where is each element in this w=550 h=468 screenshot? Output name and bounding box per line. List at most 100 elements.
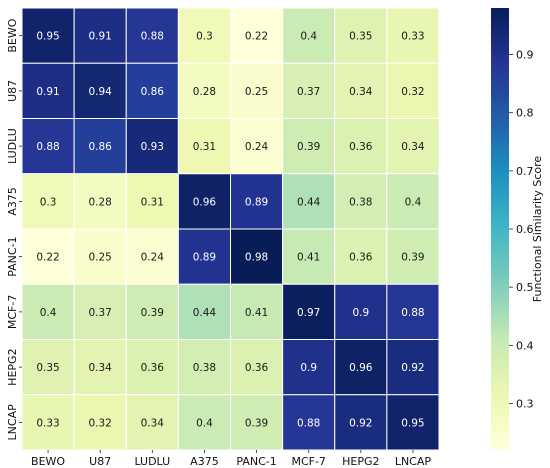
heatmap-cell-value: 0.25 (245, 86, 268, 98)
colorbar-tick-label: 0.6 (516, 223, 534, 236)
colorbar-tick-label: 0.3 (516, 397, 534, 410)
heatmap-cell (282, 62, 336, 119)
heatmap-cell (334, 339, 388, 396)
heatmap-cell (334, 228, 388, 285)
heatmap-cell-value: 0.4 (405, 196, 422, 208)
heatmap-cell-value: 0.34 (88, 362, 112, 374)
heatmap-cell-value: 0.91 (88, 31, 111, 43)
heatmap-cell-value: 0.38 (193, 362, 216, 374)
heatmap-cell (73, 118, 127, 175)
heatmap-cell-value: 0.39 (245, 417, 268, 429)
x-tick-label: MCF-7 (291, 455, 325, 468)
heatmap-cell-value: 0.96 (193, 196, 217, 208)
heatmap-cell-value: 0.3 (40, 196, 57, 208)
x-tick-label: U87 (89, 455, 111, 468)
heatmap-cell-value: 0.37 (297, 86, 320, 98)
heatmap-cell-value: 0.86 (141, 86, 165, 98)
heatmap-cell-value: 0.41 (297, 252, 320, 264)
heatmap-cell-value: 0.93 (141, 141, 164, 153)
heatmap-cell-value: 0.22 (245, 31, 268, 43)
x-tick-label: LNCAP (395, 455, 432, 468)
heatmap-cell (282, 283, 336, 340)
colorbar-tick-label: 0.7 (516, 165, 534, 178)
heatmap-cell (21, 173, 75, 230)
heatmap-cell (230, 228, 284, 285)
heatmap-cell (282, 339, 336, 396)
heatmap-cell-value: 0.24 (141, 252, 165, 264)
heatmap-cell (73, 283, 127, 340)
heatmap-cell (125, 7, 179, 64)
heatmap-cell-value: 0.35 (349, 31, 372, 43)
heatmap-cell (230, 118, 284, 175)
heatmap-cell-value: 0.32 (401, 86, 424, 98)
heatmap-cell (73, 62, 127, 119)
heatmap-cell (177, 118, 231, 175)
heatmap-cell-value: 0.35 (36, 362, 59, 374)
heatmap-cell-value: 0.36 (141, 362, 165, 374)
heatmap-cell-value: 0.88 (297, 417, 320, 429)
x-tick-label: PANC-1 (236, 455, 276, 468)
x-tick-label: LUDLU (134, 455, 170, 468)
heatmap-cell-value: 0.88 (141, 31, 164, 43)
heatmap-cell-value: 0.89 (193, 252, 216, 264)
y-tick-label: BEWO (6, 18, 19, 52)
heatmap-cell-value: 0.34 (401, 141, 425, 153)
colorbar-tick-label: 0.5 (516, 281, 534, 294)
heatmap-cell-value: 0.98 (245, 252, 268, 264)
x-tick-label: BEWO (31, 455, 65, 468)
heatmap-cell-value: 0.3 (196, 31, 213, 43)
y-tick-label: MCF-7 (6, 295, 19, 329)
heatmap-cell-value: 0.92 (401, 362, 424, 374)
heatmap-cell (230, 394, 284, 451)
heatmap-cell (386, 7, 440, 64)
heatmap-cell-value: 0.97 (297, 307, 320, 319)
heatmap-cell-value: 0.9 (300, 362, 317, 374)
heatmap-cell (177, 173, 231, 230)
heatmap-cell (386, 283, 440, 340)
heatmap-cell (21, 7, 75, 64)
heatmap-cell (177, 62, 231, 119)
heatmap-cell-value: 0.36 (245, 362, 269, 374)
heatmap-cell-value: 0.36 (349, 141, 373, 153)
heatmap-cell-value: 0.9 (352, 307, 369, 319)
heatmap-cell-value: 0.32 (88, 417, 111, 429)
heatmap-cell (282, 118, 336, 175)
heatmap-cell-value: 0.86 (88, 141, 112, 153)
heatmap-cell-value: 0.91 (36, 86, 59, 98)
heatmap-cell-value: 0.33 (401, 31, 424, 43)
heatmap-cell-value: 0.31 (193, 141, 216, 153)
heatmap-cell-value: 0.92 (349, 417, 372, 429)
heatmap-cell-value: 0.22 (36, 252, 59, 264)
y-axis-ticks: BEWO U87 LUDLU A375 PANC-1 MCF-7 HEPG2 LNCAP (6, 18, 22, 440)
heatmap-cell-value: 0.94 (88, 86, 112, 98)
heatmap-cells (21, 7, 440, 451)
heatmap-cell-values: 0.95 0.91 0.88 0.3 0.22 0.4 0.35 0.33 0.91 0.94 0.… (36, 31, 425, 430)
heatmap-cell-value: 0.89 (245, 196, 268, 208)
colorbar-gradient (491, 8, 509, 450)
colorbar-tick-label: 0.8 (516, 107, 534, 120)
heatmap-cell-value: 0.4 (196, 417, 213, 429)
heatmap-cell-value: 0.44 (193, 307, 217, 319)
x-tick-label: A375 (190, 455, 219, 468)
colorbar-tick-label: 0.9 (516, 49, 534, 62)
heatmap-cell (230, 173, 284, 230)
heatmap-cell-value: 0.39 (297, 141, 320, 153)
heatmap-cell (125, 173, 179, 230)
heatmap-cell (386, 62, 440, 119)
heatmap-cell-value: 0.37 (88, 307, 111, 319)
heatmap-cell (177, 228, 231, 285)
y-tick-label: LNCAP (6, 404, 19, 441)
x-tick-label: HEPG2 (342, 455, 379, 468)
y-tick-label: PANC-1 (6, 236, 19, 276)
heatmap-cell-value: 0.24 (245, 141, 269, 153)
heatmap-cell (386, 394, 440, 451)
heatmap-cell-value: 0.38 (349, 196, 372, 208)
heatmap-cell-value: 0.4 (40, 307, 57, 319)
colorbar: 0.3 0.4 0.5 0.6 0.7 0.8 0.9 Functional Similari… (491, 8, 544, 450)
heatmap-cell-value: 0.28 (88, 196, 111, 208)
heatmap-cell-value: 0.33 (36, 417, 59, 429)
heatmap-cell (386, 228, 440, 285)
heatmap-cell (386, 118, 440, 175)
heatmap-cell-value: 0.25 (88, 252, 111, 264)
